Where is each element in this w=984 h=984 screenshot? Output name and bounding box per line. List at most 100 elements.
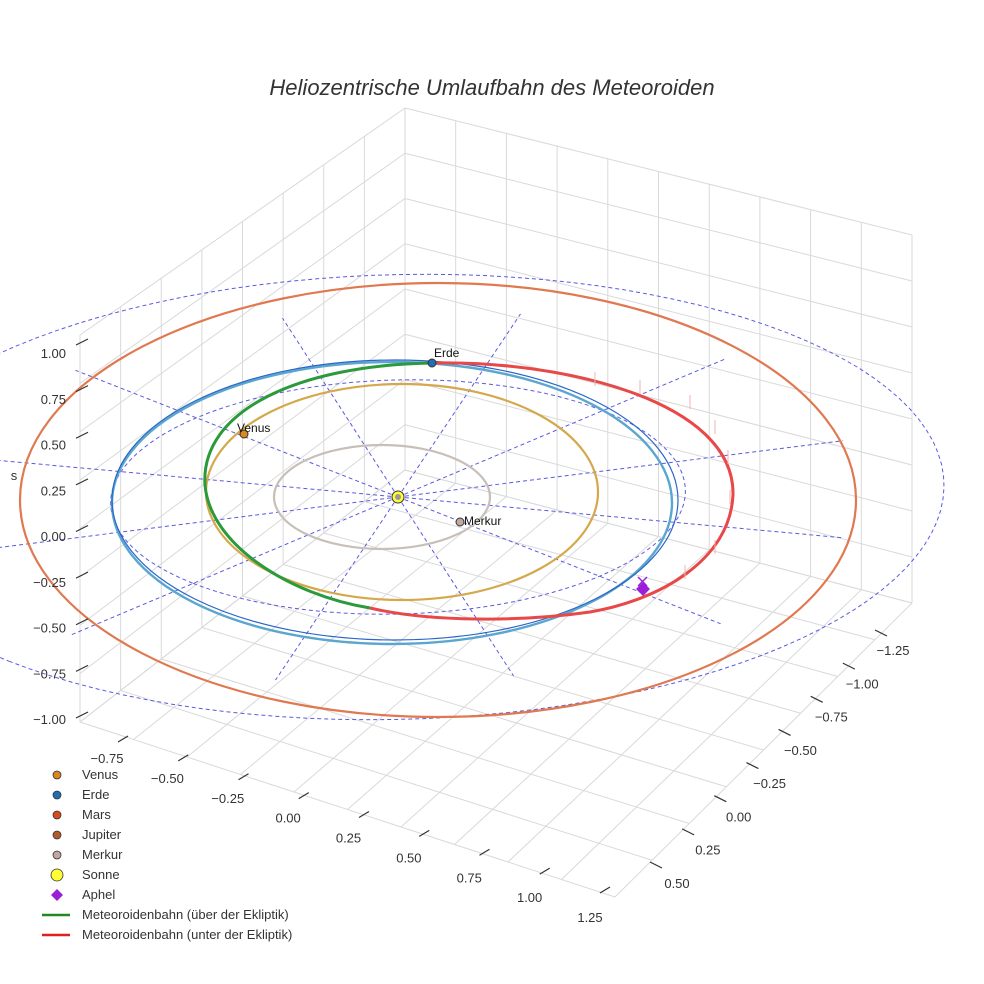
aphel-marker	[637, 576, 648, 587]
z-tick-label: 0.50	[41, 438, 66, 453]
y-tick-label: −0.25	[211, 791, 244, 806]
grid-line	[404, 333, 913, 466]
z-tick-label: −1.00	[33, 712, 66, 727]
grid-line	[404, 243, 913, 374]
z-tick-mark	[75, 431, 89, 439]
y-tick-mark	[298, 792, 310, 800]
x-tick-mark	[842, 662, 856, 670]
z-tick-mark	[75, 478, 89, 486]
z-tick-label: 1.00	[41, 346, 66, 361]
legend-symbol	[52, 790, 62, 800]
earth-orbit	[110, 360, 674, 646]
grid-line	[282, 564, 801, 714]
grid-line	[404, 424, 913, 558]
legend-label: Meteoroidenbahn (unter der Ekliptik)	[82, 927, 292, 942]
legend-symbol	[52, 810, 62, 820]
legend-label: Sonne	[82, 867, 120, 882]
grid-line	[79, 333, 406, 578]
grid-line	[404, 288, 913, 420]
legend-symbol	[50, 868, 64, 882]
y-tick-mark	[418, 829, 430, 837]
reference-ray	[0, 496, 399, 548]
grid-line	[201, 627, 727, 788]
y-tick-mark	[358, 810, 370, 819]
grid-line	[79, 721, 616, 898]
x-tick-mark	[681, 828, 695, 836]
mars-orbit	[18, 281, 858, 719]
x-tick-mark	[714, 795, 727, 803]
earth-orbit-inner	[111, 359, 679, 641]
legend-label: Venus	[82, 767, 119, 782]
y-tick-mark	[479, 848, 490, 856]
reference-ray	[397, 313, 521, 498]
reference-ray	[397, 358, 726, 498]
x-tick-label: 0.00	[726, 809, 751, 824]
venus-point	[239, 429, 249, 439]
reference-ray	[70, 496, 399, 636]
tick-layer: 1.00 0.75 0.50 0.25 0.00 −0.25 −0.50 −0.75 −1.00…	[11, 338, 910, 925]
grid-line	[242, 595, 764, 751]
legend-label: Merkur	[82, 847, 123, 862]
reference-lines	[0, 273, 945, 721]
grid-line	[161, 658, 690, 824]
grid-line	[404, 379, 913, 512]
z-axis-label: s	[11, 468, 18, 483]
reference-ray	[75, 369, 399, 498]
z-tick-mark	[75, 338, 89, 346]
sun-core	[395, 494, 401, 500]
z-tick-label: −0.75	[33, 666, 66, 681]
planet-label: Merkur	[464, 514, 501, 528]
legend-symbol	[52, 830, 62, 840]
legend-label: Jupiter	[82, 827, 122, 842]
x-tick-label: −1.00	[846, 676, 879, 691]
earth-point	[427, 358, 437, 368]
x-tick-label: −0.75	[815, 710, 848, 725]
z-tick-mark	[75, 664, 89, 672]
z-tick-label: −0.50	[33, 621, 66, 636]
grid-line	[404, 107, 913, 236]
z-tick-label: 0.25	[41, 483, 66, 498]
legend-symbol	[52, 770, 62, 780]
z-tick-mark	[75, 385, 89, 393]
y-tick-label: −0.75	[91, 751, 124, 766]
grid-layer	[79, 107, 913, 898]
grid-line	[120, 690, 653, 861]
meteoroid-orbit-below	[369, 361, 735, 621]
y-tick-label: 0.25	[336, 831, 361, 846]
reference-ring	[0, 273, 945, 721]
y-tick-mark	[599, 886, 611, 894]
z-tick-label: 0.75	[41, 392, 66, 407]
y-tick-label: 0.75	[457, 870, 482, 885]
grid-line	[79, 107, 406, 336]
y-tick-label: 0.00	[275, 811, 300, 826]
reference-ray	[397, 496, 721, 625]
z-tick-label: −0.25	[33, 575, 66, 590]
reference-ray	[275, 496, 399, 681]
x-tick-mark	[778, 728, 791, 736]
reference-ray	[397, 496, 514, 677]
point-layer: Erde Venus Merkur	[237, 346, 650, 596]
grid-line	[404, 152, 913, 282]
x-tick-mark	[649, 861, 663, 869]
x-tick-label: −0.50	[784, 743, 817, 758]
y-tick-mark	[117, 735, 129, 743]
legend-label: Meteoroidenbahn (über der Ekliptik)	[82, 907, 289, 922]
meteoroid-orbit-above	[203, 361, 433, 610]
y-tick-label: 1.25	[577, 910, 602, 925]
grid-line	[79, 288, 406, 529]
reference-ring	[110, 379, 686, 615]
legend-label: Erde	[82, 787, 109, 802]
z-tick-mark	[75, 524, 89, 533]
x-tick-label: −1.25	[877, 643, 910, 658]
y-tick-mark	[539, 867, 551, 875]
z-tick-mark	[75, 711, 89, 719]
reference-ray	[282, 317, 399, 498]
x-tick-mark	[746, 762, 759, 770]
y-tick-mark	[177, 754, 189, 762]
grid-line	[79, 243, 406, 481]
mercury-orbit	[272, 443, 492, 551]
grid-line	[79, 152, 406, 384]
chart-title: Heliozentrische Umlaufbahn des Meteoroid…	[269, 75, 714, 100]
z-tick-mark	[75, 571, 89, 579]
